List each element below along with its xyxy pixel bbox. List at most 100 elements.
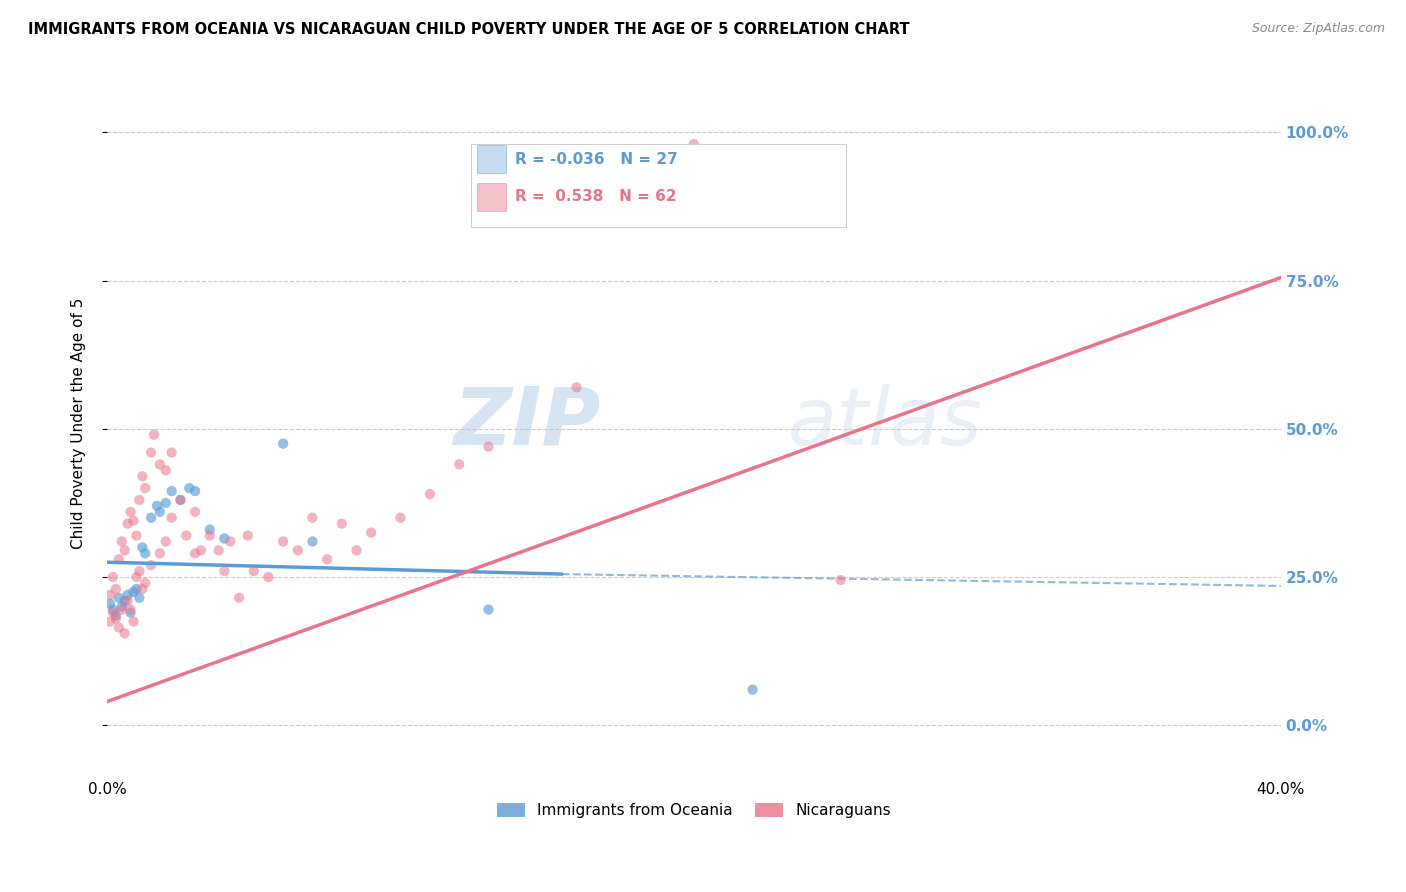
Point <box>219 534 242 549</box>
Point <box>122 514 145 528</box>
Point <box>477 602 499 616</box>
Point <box>125 582 148 596</box>
Point <box>198 528 221 542</box>
Point <box>120 505 142 519</box>
Point <box>108 552 131 566</box>
Point <box>120 602 142 616</box>
Point <box>117 588 139 602</box>
Point <box>741 682 763 697</box>
Point <box>120 606 142 620</box>
Point <box>257 570 280 584</box>
Point <box>449 458 471 472</box>
Point <box>98 597 121 611</box>
Point <box>143 427 166 442</box>
Point <box>207 543 229 558</box>
Point <box>190 543 212 558</box>
Point <box>117 516 139 531</box>
Point <box>122 615 145 629</box>
FancyBboxPatch shape <box>471 145 846 227</box>
Point <box>139 510 162 524</box>
Point <box>98 615 121 629</box>
Point <box>125 570 148 584</box>
Point <box>155 496 177 510</box>
Point <box>160 484 183 499</box>
Legend: Immigrants from Oceania, Nicaraguans: Immigrants from Oceania, Nicaraguans <box>491 797 897 824</box>
Point <box>108 591 131 605</box>
Point <box>360 525 382 540</box>
Point <box>128 591 150 605</box>
Point <box>683 137 706 152</box>
Point <box>155 463 177 477</box>
Point <box>104 582 127 596</box>
Point <box>101 570 124 584</box>
Point <box>271 534 294 549</box>
Point <box>301 534 323 549</box>
Point <box>114 543 136 558</box>
Point <box>184 546 207 560</box>
Point <box>169 492 191 507</box>
Point <box>179 481 201 495</box>
Point <box>125 528 148 542</box>
Y-axis label: Child Poverty Under the Age of 5: Child Poverty Under the Age of 5 <box>72 297 86 549</box>
Point <box>271 436 294 450</box>
Point <box>122 585 145 599</box>
Point <box>301 510 323 524</box>
Point <box>104 608 127 623</box>
Point <box>131 541 153 555</box>
Point <box>111 534 134 549</box>
Text: ZIP: ZIP <box>453 384 600 462</box>
Point <box>149 458 172 472</box>
Point <box>128 564 150 578</box>
Point <box>134 481 156 495</box>
Text: atlas: atlas <box>787 384 983 462</box>
Point <box>174 528 197 542</box>
Point <box>316 552 339 566</box>
Point <box>236 528 259 542</box>
Text: Source: ZipAtlas.com: Source: ZipAtlas.com <box>1251 22 1385 36</box>
Point <box>149 505 172 519</box>
Point <box>169 492 191 507</box>
Point <box>477 440 499 454</box>
Point <box>214 564 236 578</box>
FancyBboxPatch shape <box>477 145 506 173</box>
Point <box>114 594 136 608</box>
Point <box>101 606 124 620</box>
Point <box>160 510 183 524</box>
Point <box>565 380 588 394</box>
Point <box>346 543 368 558</box>
Point <box>198 523 221 537</box>
Point <box>131 582 153 596</box>
Point <box>98 588 121 602</box>
Point <box>128 492 150 507</box>
Point <box>149 546 172 560</box>
Point <box>104 611 127 625</box>
Point <box>160 445 183 459</box>
Point <box>139 445 162 459</box>
Point <box>134 576 156 591</box>
Point <box>131 469 153 483</box>
Point <box>114 626 136 640</box>
FancyBboxPatch shape <box>477 183 506 211</box>
Point <box>184 505 207 519</box>
Point <box>117 594 139 608</box>
Text: R = -0.036   N = 27: R = -0.036 N = 27 <box>516 152 678 167</box>
Text: R =  0.538   N = 62: R = 0.538 N = 62 <box>516 189 678 204</box>
Point <box>101 602 124 616</box>
Point <box>419 487 441 501</box>
Point <box>214 532 236 546</box>
Point <box>389 510 412 524</box>
Point <box>242 564 264 578</box>
Point <box>111 599 134 614</box>
Text: IMMIGRANTS FROM OCEANIA VS NICARAGUAN CHILD POVERTY UNDER THE AGE OF 5 CORRELATI: IMMIGRANTS FROM OCEANIA VS NICARAGUAN CH… <box>28 22 910 37</box>
Point <box>830 573 852 587</box>
Point <box>330 516 353 531</box>
Point <box>155 534 177 549</box>
Point <box>184 484 207 499</box>
Point <box>146 499 169 513</box>
Point <box>111 602 134 616</box>
Point <box>134 546 156 560</box>
Point <box>108 620 131 634</box>
Point <box>139 558 162 573</box>
Point <box>287 543 309 558</box>
Point <box>228 591 250 605</box>
